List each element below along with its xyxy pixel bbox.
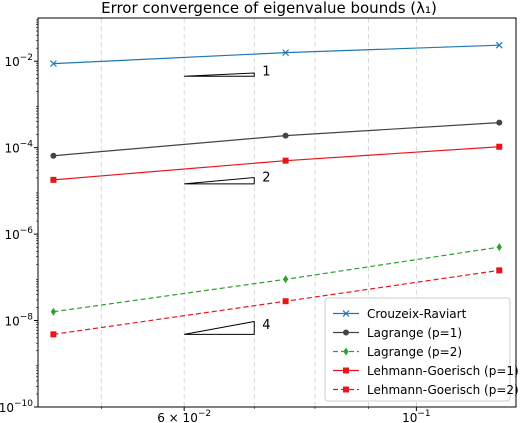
legend-item: Lagrange (p=2) [333,345,462,359]
axis-ticks: 10−2 10−4 10−6 10−8 10−10 6 × 10−2 10−1 [0,19,431,423]
slope-triangles: 1 2 4 [184,65,271,335]
x-tick-label: 10−1 [402,409,431,423]
legend-item: Lagrange (p=1) [333,326,462,340]
series-line [50,267,503,338]
y-tick-label: 10−2 [4,53,33,69]
legend-label: Lehmann-Goerisch (p=1) [367,364,519,378]
data-point [50,307,57,316]
legend-label: Lagrange (p=1) [367,326,462,340]
data-point [496,267,503,274]
y-tick-label: 10−6 [4,226,33,242]
data-point [282,157,289,164]
data-point [343,367,349,374]
grid [100,18,417,407]
data-point [49,60,57,68]
slope-triangle [184,320,255,335]
x-tick-label: 6 × 10−2 [157,409,211,423]
data-point [343,386,349,393]
data-point [343,347,349,356]
slope-triangle [184,72,255,77]
slope-triangle-label: 2 [262,171,270,186]
legend-label: Crouzeix-Raviart [367,307,467,321]
legend-item: Lehmann-Goerisch (p=2) [333,383,519,397]
data-point [496,119,503,126]
y-tick-label: 10−4 [4,140,33,156]
plot-frame [37,17,517,408]
series-line [49,41,503,68]
chart-title: Error convergence of eigenvalue bounds (… [101,0,437,17]
series-line [50,243,502,316]
series-layer [49,41,503,338]
legend: Crouzeix-Raviart Lagrange (p=1) Lagrange (… [324,297,519,402]
legend-item: Crouzeix-Raviart [333,307,467,321]
data-point [50,152,57,159]
data-point [50,331,57,338]
series-path [53,146,500,181]
data-point [282,132,289,139]
data-point [495,41,503,49]
legend-label: Lagrange (p=2) [367,345,462,359]
data-point [342,310,350,317]
y-tick-label: 10−10 [0,399,33,415]
legend-box [324,297,511,402]
y-tick-label: 10−8 [4,313,33,329]
legend-label: Lehmann-Goerisch (p=2) [367,383,519,397]
slope-triangle-label: 1 [262,65,270,80]
data-point [496,243,502,252]
series-path [53,44,500,65]
series-line [50,119,503,159]
series-line [50,143,503,183]
slope-triangle [184,176,255,185]
legend-item: Lehmann-Goerisch (p=1) [333,364,519,378]
data-point [50,176,57,183]
data-point [283,275,289,284]
slope-triangle-label: 4 [262,318,270,333]
data-point [496,143,503,150]
data-point [282,49,290,57]
data-point [282,298,289,305]
data-point [343,329,349,336]
